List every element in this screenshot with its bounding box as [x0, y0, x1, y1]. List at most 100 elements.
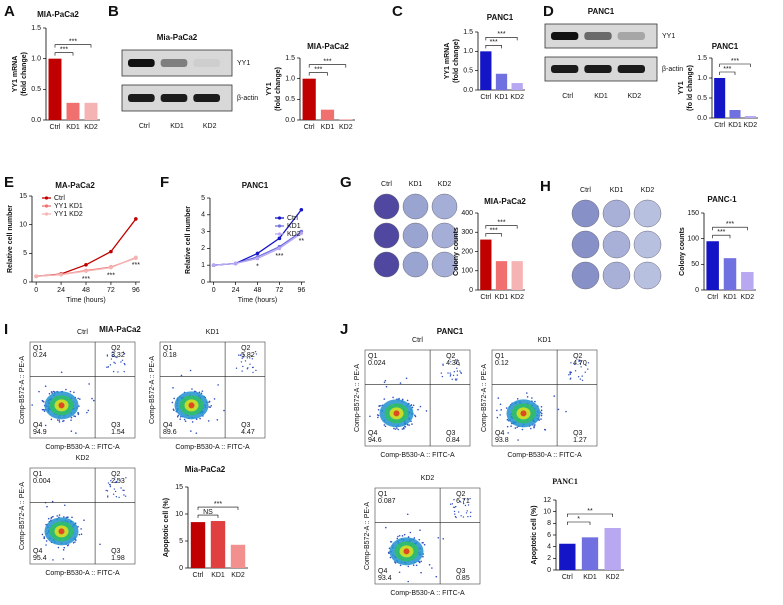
y-tick-label: 0.5: [31, 86, 41, 93]
y-axis-label: YY1: [266, 82, 273, 95]
flow-x-label: Comp-B530-A :: FITC-A: [45, 570, 120, 577]
bar: [729, 110, 741, 118]
flow-dot: [209, 406, 211, 408]
flow-dot: [422, 541, 424, 544]
flow-dot: [77, 411, 79, 414]
panel-letter: I: [4, 321, 8, 338]
x-tick-label: KD2: [84, 124, 98, 131]
y-tick-label: 0: [201, 279, 205, 286]
flow-dot: [500, 409, 502, 411]
flow-dot: [70, 416, 73, 419]
flow-dot: [581, 375, 583, 377]
y-tick-label: 10: [543, 509, 551, 516]
flow-dot: [63, 419, 65, 422]
flow-dot: [452, 374, 455, 377]
flow-frame: [364, 349, 471, 447]
flow-title: PANC1: [437, 327, 464, 336]
flow-dot: [411, 423, 413, 425]
x-tick-label: KD2: [231, 572, 245, 579]
flow-frame: [29, 467, 136, 565]
y-tick-label: 0.5: [285, 96, 295, 103]
x-tick-label: 96: [132, 287, 140, 294]
colony-plate: [373, 251, 400, 278]
y-axis-label: Apoptotic cell (%): [531, 505, 538, 564]
flow-dot: [69, 390, 72, 393]
band-label: β-actin: [662, 66, 683, 73]
bar: [511, 261, 523, 290]
flow-dot: [70, 430, 73, 433]
y-tick-label: 12: [543, 497, 551, 504]
y-tick-label: 4: [201, 212, 205, 219]
flow-dot: [462, 516, 465, 518]
point: [211, 263, 216, 268]
bar: [706, 241, 719, 290]
flow-dot: [385, 526, 387, 529]
flow-x-label: Comp-B530-A :: FITC-A: [175, 444, 250, 451]
quadrant-value: 0.24: [33, 352, 47, 359]
quadrant-name: Q2: [573, 353, 582, 360]
bar: [480, 51, 492, 90]
flow-dot: [106, 366, 108, 368]
flow-dot: [453, 498, 455, 501]
flow-dot: [106, 355, 109, 357]
flow-dot: [497, 397, 500, 399]
quadrant-value: 3.32: [111, 352, 125, 359]
y-axis-label: Colony counts: [453, 227, 460, 276]
flow-dot: [198, 391, 201, 394]
flow-dot: [579, 378, 582, 380]
flow-dot: [123, 494, 125, 496]
flow-dot: [565, 410, 567, 413]
flow-dot: [213, 398, 216, 400]
flow-dot: [113, 488, 116, 490]
flow-dot: [420, 560, 422, 563]
colony-plate: [431, 251, 458, 278]
point: [255, 256, 260, 261]
colony-label: KD1: [409, 181, 423, 188]
flow-dot: [73, 391, 75, 394]
y-tick-label: 0: [469, 287, 473, 294]
flow-title: MIA-PaCa2: [99, 325, 141, 334]
flow-dot: [544, 429, 547, 431]
bar: [723, 258, 737, 290]
x-tick-label: 24: [57, 287, 65, 294]
flow-dot: [207, 420, 210, 422]
flow-dot: [459, 500, 461, 503]
x-tick-label: 0: [212, 287, 216, 294]
flow-dot: [510, 425, 512, 428]
flow-dot: [77, 397, 79, 400]
flow-dot: [180, 374, 183, 377]
quadrant-name: Q3: [573, 430, 582, 437]
y-tick-label: 0.0: [31, 117, 41, 124]
flow-dot: [514, 427, 517, 429]
flow-dot: [441, 375, 444, 378]
blot-band: [584, 32, 612, 40]
flow-dot: [455, 379, 457, 381]
flow-dot: [456, 378, 458, 380]
flow-dot: [115, 496, 118, 498]
flow-dot: [112, 370, 115, 373]
colony-plate: [402, 251, 429, 278]
flow-dot: [52, 515, 54, 518]
bar: [604, 528, 621, 570]
flow-dot: [505, 407, 508, 409]
significance-bracket: [308, 64, 347, 68]
flow-y-label: Comp-B572-A :: PE-A: [364, 502, 371, 570]
flow-dot: [91, 397, 93, 400]
flow-dot: [117, 371, 119, 373]
x-tick-label: KD1: [583, 574, 597, 581]
y-tick-label: 3: [201, 228, 205, 235]
flow-dot: [200, 392, 203, 395]
line: [36, 218, 137, 277]
flow-dot: [456, 359, 458, 361]
flow-label: KD1: [538, 337, 552, 344]
flow-dot: [38, 390, 40, 393]
flow-dot: [459, 370, 461, 372]
quadrant-name: Q1: [163, 345, 172, 352]
colony-plate: [633, 199, 662, 228]
quadrant-name: Q3: [111, 422, 120, 429]
flow-dot: [254, 350, 257, 353]
x-tick-label: Ctrl: [707, 294, 718, 301]
flow-frame: [374, 487, 481, 585]
line: [213, 232, 302, 266]
flow-dot: [405, 377, 408, 380]
